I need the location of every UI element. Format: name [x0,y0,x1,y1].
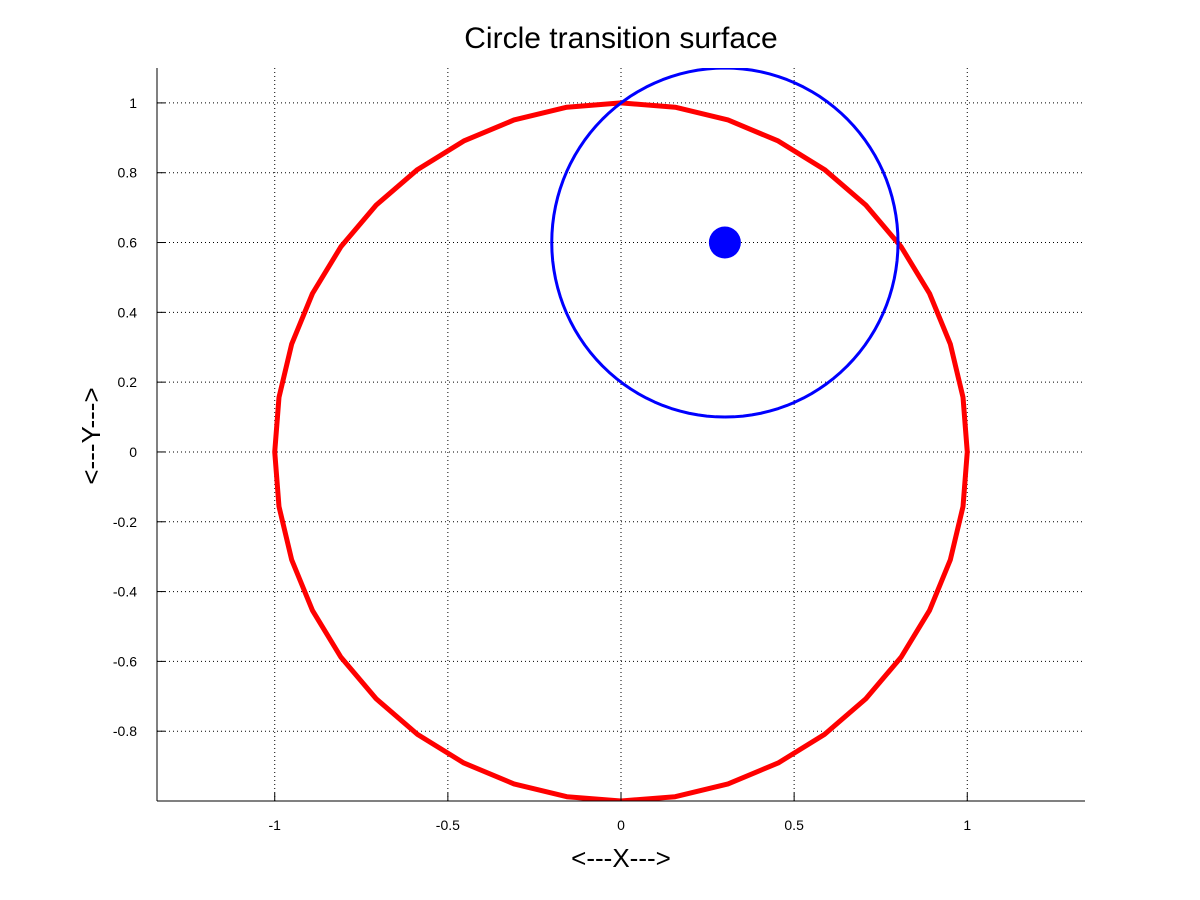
x-tick-label: -0.5 [436,817,460,833]
y-tick-label: 0.4 [118,304,138,320]
x-axis-label: <---X---> [571,843,671,873]
y-tick-label: -0.6 [113,653,137,669]
y-tick-label: 0.8 [118,165,138,181]
center-point-marker [708,226,741,259]
x-tick-label: -1 [269,817,282,833]
blue-circle-series [550,68,900,419]
axes [156,68,1085,802]
y-tick-label: 0.2 [118,374,138,390]
y-tick-label: -0.4 [113,584,137,600]
tick-labels: -1 -0.5 0 0.5 1 -0.8 -0.6 -0.4 -0.2 0 0.2 0.4 0.6 0.8… [113,95,971,833]
y-tick-label: 0 [129,444,137,460]
y-axis-label: <---Y---> [76,387,106,484]
y-tick-label: -0.8 [113,723,137,739]
x-tick-label: 1 [963,817,971,833]
chart-title: Circle transition surface [464,22,777,55]
x-tick-label: 0.5 [784,817,804,833]
x-tick-label: 0 [617,817,625,833]
y-tick-label: -0.2 [113,514,137,530]
y-tick-label: 0.6 [118,235,138,251]
plot-series [272,68,970,801]
y-tick-label: 1 [129,95,137,111]
